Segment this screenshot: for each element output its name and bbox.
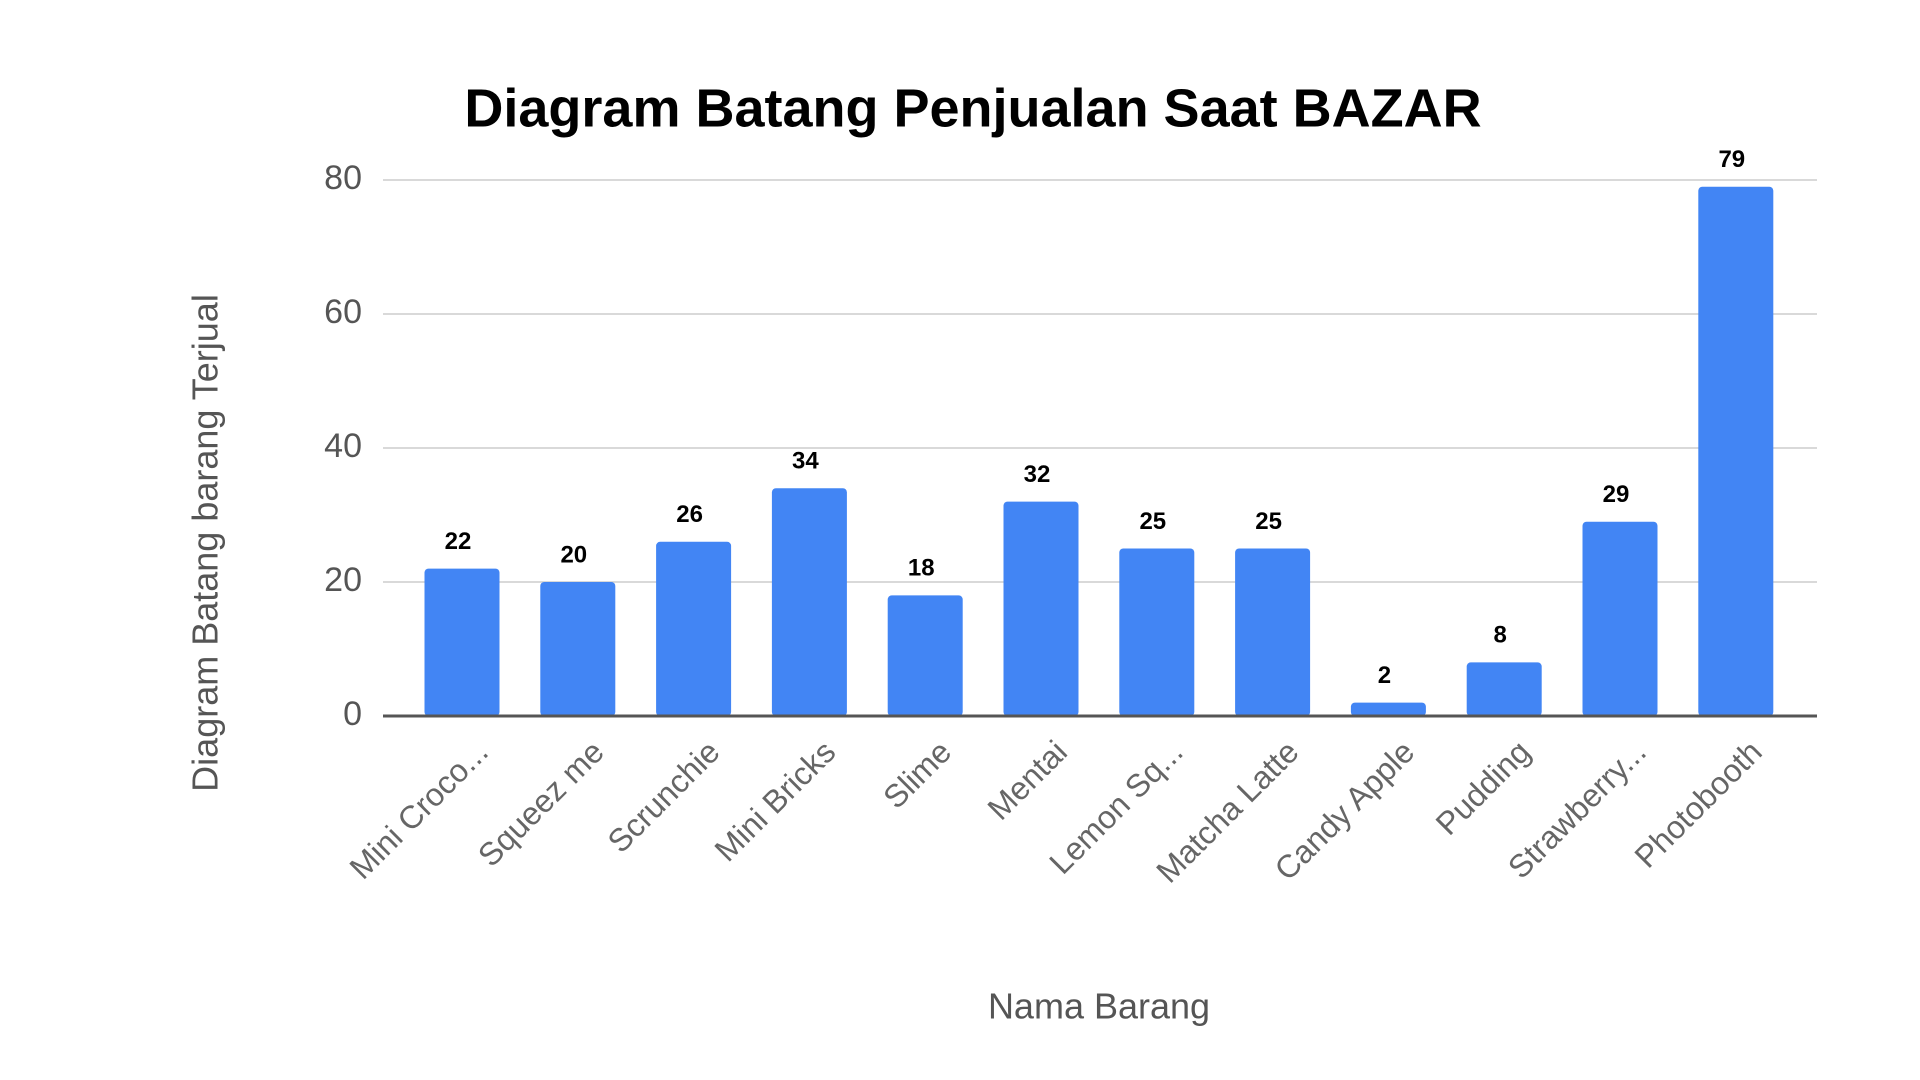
data-label: 79 [1718, 146, 1745, 173]
x-tick-label: Slime [876, 733, 958, 815]
data-label: 32 [1024, 461, 1051, 488]
bar [771, 488, 847, 716]
y-tick-label: 0 [343, 695, 362, 733]
bar [1235, 548, 1311, 716]
data-label: 22 [445, 528, 472, 555]
x-tick-label: Squeez me [471, 733, 611, 873]
x-tick-label: Mini Croco... [342, 733, 494, 885]
data-label: 25 [1255, 508, 1282, 535]
bar [656, 541, 732, 716]
bar [1582, 521, 1658, 716]
data-label: 2 [1378, 662, 1391, 689]
x-tick-label: Pudding [1429, 733, 1537, 841]
y-tick-label: 80 [324, 159, 362, 197]
x-tick-label: Scrunchie [600, 733, 726, 859]
bar [424, 568, 500, 716]
data-label: 18 [908, 555, 935, 582]
bar [1003, 501, 1079, 716]
data-label: 29 [1603, 481, 1630, 508]
y-tick-label: 40 [324, 427, 362, 465]
data-label: 26 [676, 501, 703, 528]
data-label: 34 [792, 448, 819, 475]
data-label: 25 [1139, 508, 1166, 535]
data-label: 8 [1494, 622, 1507, 649]
y-tick-label: 20 [324, 561, 362, 599]
bar [1698, 186, 1774, 716]
bar [887, 595, 963, 716]
x-tick-label: Mentai [981, 733, 1074, 826]
y-tick-label: 60 [324, 293, 362, 331]
x-axis-title: Nama Barang [988, 986, 1210, 1027]
bar [1466, 662, 1542, 716]
bar [1350, 702, 1426, 716]
bar [540, 582, 616, 716]
x-tick-label: Photobooth [1628, 733, 1769, 874]
y-axis-title: Diagram Batang barang Terjual [185, 294, 226, 792]
bar [1119, 548, 1195, 716]
chart-title: Diagram Batang Penjualan Saat BAZAR [464, 78, 1481, 138]
x-tick-label: Mini Bricks [708, 733, 843, 868]
data-label: 20 [560, 541, 587, 568]
